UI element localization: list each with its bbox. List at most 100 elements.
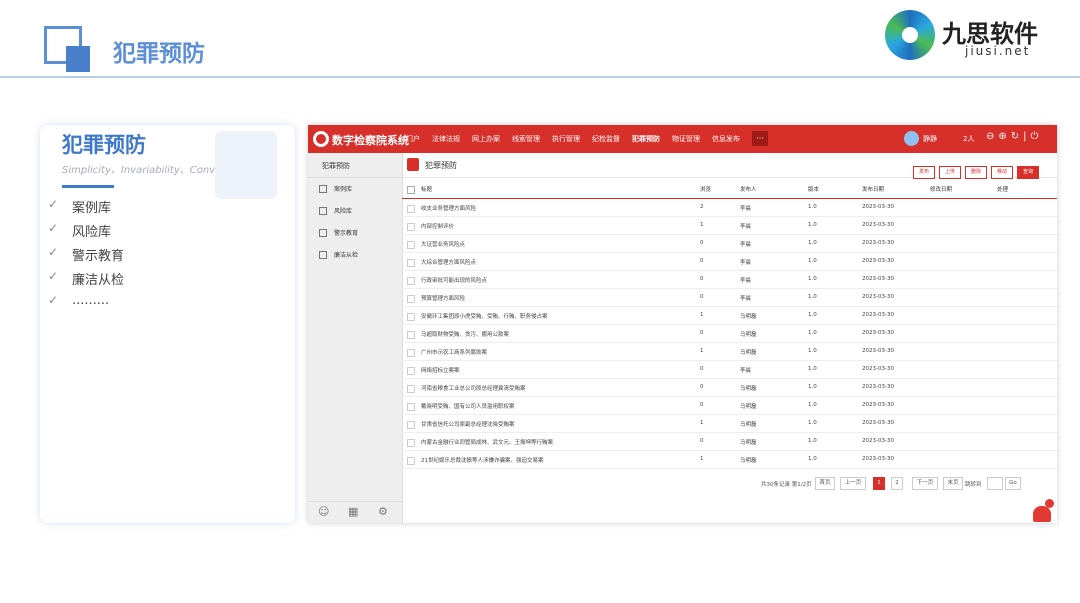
- app-screenshot: ☺ ▦ ⚙ 数字检察院系统 门户 法律法规 网上办案 线索管理 执行管理 纪检监督 犯罪预防 物…: [308, 125, 1057, 523]
- nav-item[interactable]: 纪检监督: [592, 135, 620, 143]
- app-logo-icon: [313, 131, 329, 147]
- table-cell: 马明磊: [740, 404, 757, 410]
- card-watermark: [215, 131, 277, 199]
- app-brand: 数字检察院系统: [332, 134, 409, 147]
- card-item: 风险库: [72, 225, 112, 240]
- table-cell: 马明磊: [740, 332, 757, 338]
- user-icon[interactable]: ☺: [318, 505, 330, 518]
- table-cell[interactable]: 大综合管理方面风险点: [421, 260, 477, 266]
- table-cell: 0: [700, 402, 704, 408]
- next-page[interactable]: 下一页: [912, 477, 938, 490]
- nav-item[interactable]: 网上办案: [472, 135, 500, 143]
- table-cell[interactable]: 大证营业务风险点: [421, 242, 466, 248]
- table-cell: 1.0: [808, 420, 817, 426]
- table-cell: 2023-03-30: [862, 204, 894, 210]
- prev-page[interactable]: 上一页: [840, 477, 866, 490]
- row-checkbox[interactable]: [407, 277, 415, 285]
- nav-item[interactable]: 门户: [406, 135, 420, 143]
- row-checkbox[interactable]: [407, 331, 415, 339]
- row-checkbox[interactable]: [407, 313, 415, 321]
- last-page[interactable]: 末页: [943, 477, 963, 490]
- row-line: [402, 450, 1057, 451]
- sidebar-item[interactable]: 廉洁从检: [334, 252, 359, 259]
- table-cell[interactable]: 预算管理方面风险: [421, 296, 466, 302]
- table-cell[interactable]: 甘肃省信托公司原副总经理沈晓受贿案: [421, 422, 515, 428]
- sidebar-box: [319, 229, 327, 237]
- page-number[interactable]: 2: [891, 477, 903, 490]
- table-cell: 1.0: [808, 438, 817, 444]
- table-cell[interactable]: 内部控制评价: [421, 224, 455, 230]
- row-line: [402, 342, 1057, 343]
- table-cell: 马明磊: [740, 314, 757, 320]
- row-checkbox[interactable]: [407, 403, 415, 411]
- row-checkbox[interactable]: [407, 241, 415, 249]
- first-page[interactable]: 首页: [815, 477, 835, 490]
- row-line: [402, 252, 1057, 253]
- sidebar-item[interactable]: 案例库: [334, 186, 353, 193]
- table-cell: 1.0: [808, 366, 817, 372]
- toolbar-button[interactable]: 删除: [965, 166, 987, 179]
- table-cell[interactable]: 内蒙古金融行业同管局成林、武文元、王振坤等行贿案: [421, 440, 554, 446]
- card-rule: [62, 185, 114, 188]
- sidebar-item[interactable]: 警示教育: [334, 230, 359, 237]
- column-header: 修改日期: [930, 187, 953, 193]
- header-title: 犯罪预防: [113, 41, 205, 67]
- column-header: 发布人: [740, 187, 757, 193]
- notification-icon[interactable]: [1033, 506, 1051, 522]
- table-cell: 0: [700, 240, 704, 246]
- sidebar-box: [319, 251, 327, 259]
- row-checkbox[interactable]: [407, 223, 415, 231]
- table-cell: 1: [700, 456, 704, 462]
- nav-more[interactable]: ···: [752, 131, 768, 146]
- row-checkbox[interactable]: [407, 457, 415, 465]
- table-cell[interactable]: 安徽环工集团原小虎受贿、受贿、行贿、职务侵占案: [421, 314, 548, 320]
- check-mark: ✓: [48, 269, 59, 283]
- toolbar-button[interactable]: 移动: [991, 166, 1013, 179]
- toolbar-button[interactable]: 查询: [1017, 166, 1039, 179]
- table-cell[interactable]: 马超取财物受贿、贪污、挪用公款案: [421, 332, 510, 338]
- table-cell[interactable]: 21世纪娱乐总裁沈振等人涉嫌诈骗案、强迫交易案: [421, 458, 544, 464]
- column-header: 标题: [421, 187, 433, 193]
- row-checkbox[interactable]: [407, 385, 415, 393]
- table-cell: 2023-03-30: [862, 438, 894, 444]
- table-cell[interactable]: 网络招标立案案: [421, 368, 460, 374]
- table-cell[interactable]: 河南省粮食工业总公司原总经理冀清受贿案: [421, 386, 526, 392]
- apps-icon[interactable]: ▦: [348, 505, 359, 518]
- table-cell[interactable]: 行政审批可能出现的风险点: [421, 278, 488, 284]
- table-cell[interactable]: 收支业务管理方面风险: [421, 206, 477, 212]
- sidebar-box: [319, 185, 327, 193]
- check-mark: ✓: [48, 293, 59, 307]
- nav-item[interactable]: 执行管理: [552, 135, 580, 143]
- row-checkbox[interactable]: [407, 439, 415, 447]
- nav-item[interactable]: 信息发布: [712, 135, 740, 143]
- row-checkbox[interactable]: [407, 259, 415, 267]
- page-number[interactable]: 1: [873, 477, 885, 490]
- jump-input[interactable]: [987, 477, 1003, 490]
- settings-icon[interactable]: ⚙: [378, 505, 388, 518]
- row-checkbox[interactable]: [407, 421, 415, 429]
- table-cell: 1: [700, 348, 704, 354]
- toolbar-button[interactable]: 发布: [913, 166, 935, 179]
- user-name[interactable]: 静静: [923, 135, 937, 143]
- row-line: [402, 288, 1057, 289]
- nav-item[interactable]: 物证管理: [672, 135, 700, 143]
- row-checkbox[interactable]: [407, 349, 415, 357]
- row-checkbox[interactable]: [407, 295, 415, 303]
- sidebar-divider: [308, 177, 402, 178]
- table-cell: 0: [700, 384, 704, 390]
- row-checkbox[interactable]: [407, 367, 415, 375]
- go-button[interactable]: Go: [1005, 477, 1021, 490]
- row-checkbox[interactable]: [407, 205, 415, 213]
- brand-name: 九思软件: [942, 20, 1038, 48]
- sidebar-item[interactable]: 风险库: [334, 208, 353, 215]
- table-cell[interactable]: 戴晓明受贿、国有公司人员滥用职权案: [421, 404, 515, 410]
- toolbar-button[interactable]: 上传: [939, 166, 961, 179]
- row-line: [402, 378, 1057, 379]
- table-cell[interactable]: 广州市示农工商系列腐败案: [421, 350, 488, 356]
- check-mark: ✓: [48, 245, 59, 259]
- nav-item[interactable]: 法律法规: [432, 135, 460, 143]
- row-line: [402, 396, 1057, 397]
- nav-item[interactable]: 犯罪预防: [632, 135, 660, 143]
- page-summary: 共30条记录 第1/2页: [761, 482, 812, 488]
- nav-item[interactable]: 线索管理: [512, 135, 540, 143]
